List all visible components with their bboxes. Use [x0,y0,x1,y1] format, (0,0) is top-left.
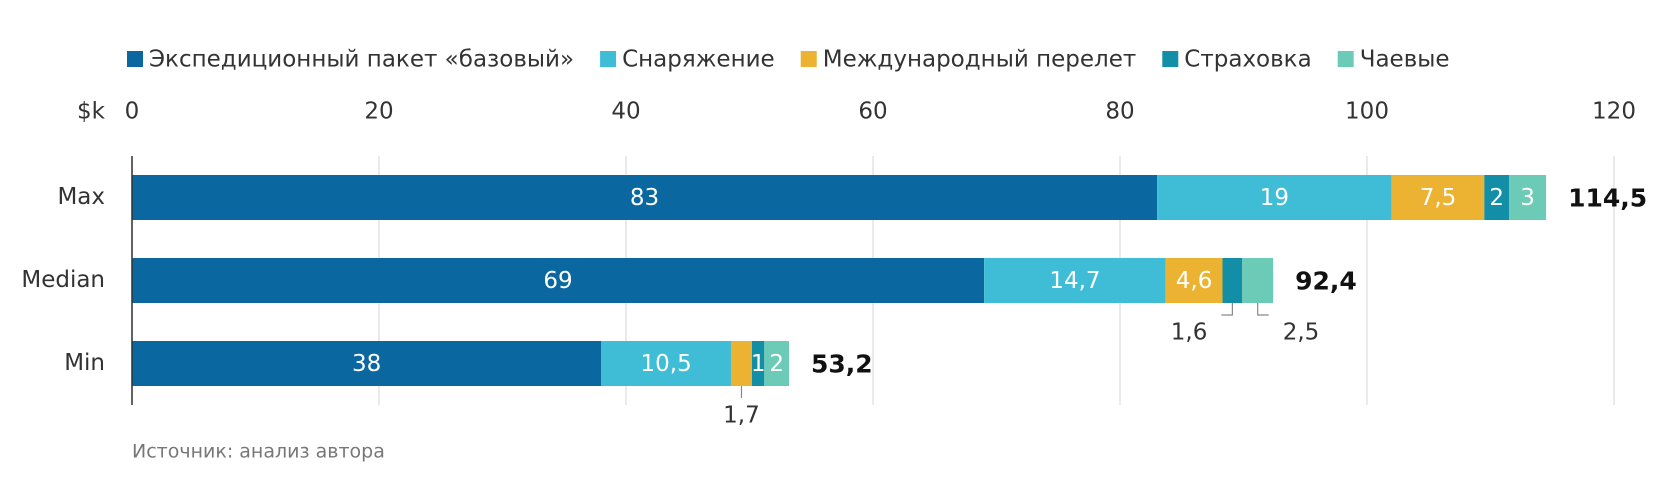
x-tick-label: 40 [611,99,640,125]
bar-segment [1165,258,1223,303]
value-label: 7,5 [1420,185,1457,211]
value-label: 19 [1260,185,1289,211]
category-label: Median [21,267,105,293]
total-label: 53,2 [811,350,873,379]
value-label: 83 [630,185,659,211]
value-label: 1,7 [723,403,760,429]
bar-segment [751,341,765,386]
value-label: 2 [1489,185,1504,211]
value-label: 2 [769,351,784,377]
value-label: 69 [543,268,572,294]
legend-swatch [1162,51,1179,67]
value-label: 1,6 [1171,320,1208,346]
bar-segment [1484,175,1510,220]
legend-swatch [127,51,143,67]
leader-line [1221,303,1233,316]
legend-label: Снаряжение [622,47,775,73]
value-label: 4,6 [1176,268,1213,294]
x-tick-label: 120 [1592,99,1636,125]
x-tick-label: 20 [364,99,393,125]
value-label: 10,5 [641,351,692,377]
bar-segment [132,258,985,303]
legend-label: Экспедиционный пакет «базовый» [149,47,574,73]
bar-segment [1242,258,1274,303]
bar-segment [1222,258,1243,303]
x-tick-label: 100 [1345,99,1389,125]
bar-segment [132,175,1158,220]
legend-label: Чаевые [1360,47,1450,73]
x-tick-label: 60 [858,99,887,125]
bar-segment [764,341,790,386]
axis-unit: $k [77,99,106,125]
bar-segment [730,341,752,386]
value-label: 14,7 [1049,268,1100,294]
bar-segment [1391,175,1485,220]
value-label: 38 [352,351,381,377]
bar-segment [1509,175,1547,220]
legend-swatch [1337,51,1354,67]
bar-segment [1157,175,1392,220]
x-tick-label: 0 [125,99,140,125]
legend-swatch [800,51,817,67]
bar-segment [601,341,731,386]
category-label: Min [64,350,105,376]
value-label: 3 [1520,185,1535,211]
legend-swatch [600,51,617,67]
total-label: 114,5 [1568,184,1647,213]
source-note: Источник: анализ автора [132,441,385,463]
value-label: 1 [751,351,766,377]
bar-segment [984,258,1166,303]
leader-line [1257,303,1269,316]
category-label: Max [57,184,105,210]
legend-label: Страховка [1184,47,1311,73]
total-label: 92,4 [1295,267,1357,296]
x-tick-label: 80 [1105,99,1134,125]
legend-label: Международный перелет [823,47,1137,73]
bar-segment [132,341,602,386]
value-label: 2,5 [1283,320,1320,346]
